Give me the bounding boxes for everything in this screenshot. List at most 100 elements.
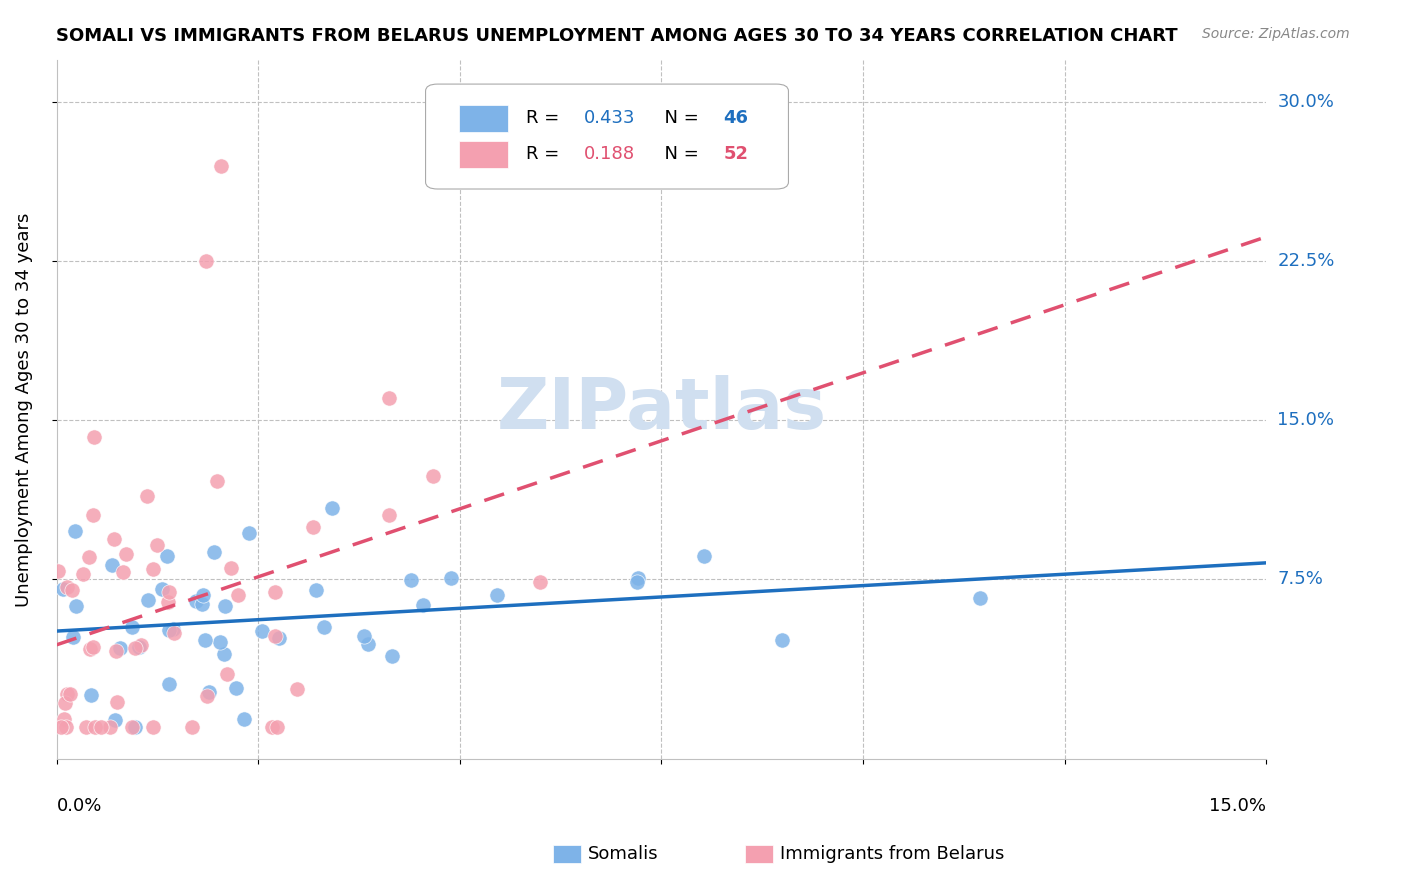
Text: R =: R = bbox=[526, 145, 565, 163]
Point bbox=[83, 430, 105, 444]
Point bbox=[65, 599, 87, 613]
Point bbox=[157, 585, 180, 599]
Point bbox=[191, 597, 214, 611]
Text: 0.0%: 0.0% bbox=[56, 797, 103, 815]
Point bbox=[353, 629, 375, 643]
FancyBboxPatch shape bbox=[553, 845, 581, 863]
Point bbox=[146, 537, 169, 551]
Point bbox=[969, 591, 991, 605]
Text: 30.0%: 30.0% bbox=[1278, 93, 1334, 111]
Point bbox=[209, 159, 232, 173]
Point bbox=[46, 564, 69, 578]
Point bbox=[77, 549, 100, 564]
Point bbox=[121, 620, 143, 634]
Point bbox=[90, 720, 112, 734]
Point bbox=[356, 637, 378, 651]
Point bbox=[208, 635, 231, 649]
Point bbox=[136, 592, 159, 607]
Text: 0.188: 0.188 bbox=[583, 145, 636, 163]
Point bbox=[75, 720, 97, 734]
Text: N =: N = bbox=[652, 145, 704, 163]
Point bbox=[157, 595, 180, 609]
Point bbox=[422, 469, 444, 483]
Point bbox=[72, 567, 94, 582]
Point bbox=[142, 562, 165, 576]
Text: ZIPatlas: ZIPatlas bbox=[496, 375, 827, 444]
Point bbox=[264, 629, 287, 643]
Point bbox=[252, 624, 274, 638]
Y-axis label: Unemployment Among Ages 30 to 34 years: Unemployment Among Ages 30 to 34 years bbox=[15, 212, 32, 607]
Point bbox=[79, 641, 101, 656]
Point bbox=[207, 474, 229, 488]
Point bbox=[162, 623, 184, 637]
Point bbox=[226, 588, 249, 602]
Point bbox=[115, 547, 138, 561]
Point bbox=[186, 594, 208, 608]
Point bbox=[191, 588, 214, 602]
Point bbox=[412, 598, 434, 612]
Point bbox=[52, 712, 75, 726]
Point bbox=[194, 633, 217, 648]
Point bbox=[157, 623, 180, 637]
Point bbox=[108, 641, 131, 656]
Point bbox=[264, 584, 287, 599]
Text: 0.433: 0.433 bbox=[583, 109, 636, 127]
Point bbox=[112, 566, 135, 580]
Text: Immigrants from Belarus: Immigrants from Belarus bbox=[780, 845, 1005, 863]
Text: Somalis: Somalis bbox=[588, 845, 658, 863]
Point bbox=[225, 681, 247, 695]
Point bbox=[136, 489, 159, 503]
Point bbox=[80, 688, 103, 702]
Point bbox=[238, 525, 260, 540]
Text: R =: R = bbox=[526, 109, 565, 127]
Point bbox=[103, 533, 125, 547]
FancyBboxPatch shape bbox=[460, 105, 508, 132]
Point bbox=[56, 580, 79, 594]
Text: 52: 52 bbox=[723, 145, 748, 163]
Text: Source: ZipAtlas.com: Source: ZipAtlas.com bbox=[1202, 27, 1350, 41]
Point bbox=[104, 643, 127, 657]
Point bbox=[129, 638, 152, 652]
Point bbox=[378, 391, 401, 405]
Point bbox=[124, 641, 146, 656]
Point bbox=[215, 667, 238, 681]
Point bbox=[101, 558, 124, 572]
Point bbox=[163, 625, 186, 640]
Point bbox=[212, 648, 235, 662]
Point bbox=[98, 720, 121, 734]
Text: 7.5%: 7.5% bbox=[1278, 570, 1323, 588]
Point bbox=[156, 549, 179, 563]
Point bbox=[52, 582, 75, 596]
Text: 15.0%: 15.0% bbox=[1278, 411, 1334, 429]
Point bbox=[84, 720, 107, 734]
Point bbox=[128, 640, 150, 655]
Point bbox=[626, 574, 648, 589]
Point bbox=[301, 520, 323, 534]
Point bbox=[529, 574, 551, 589]
Point bbox=[60, 583, 83, 598]
Point bbox=[51, 720, 73, 734]
Point bbox=[124, 720, 146, 734]
Point bbox=[195, 689, 218, 703]
Point bbox=[285, 681, 308, 696]
Point bbox=[59, 687, 82, 701]
Point bbox=[305, 583, 328, 598]
Point bbox=[55, 687, 77, 701]
Point bbox=[627, 571, 650, 585]
Point bbox=[181, 720, 204, 734]
FancyBboxPatch shape bbox=[460, 142, 508, 168]
Point bbox=[485, 588, 508, 602]
Point bbox=[55, 720, 77, 734]
Point bbox=[267, 631, 290, 645]
Text: 15.0%: 15.0% bbox=[1209, 797, 1267, 815]
Point bbox=[693, 549, 716, 563]
Point bbox=[105, 695, 128, 709]
FancyBboxPatch shape bbox=[426, 84, 789, 189]
Point bbox=[82, 508, 104, 522]
Point bbox=[157, 677, 180, 691]
FancyBboxPatch shape bbox=[745, 845, 773, 863]
Point bbox=[194, 254, 217, 268]
Point bbox=[53, 697, 76, 711]
Point bbox=[439, 571, 461, 585]
Point bbox=[202, 545, 225, 559]
